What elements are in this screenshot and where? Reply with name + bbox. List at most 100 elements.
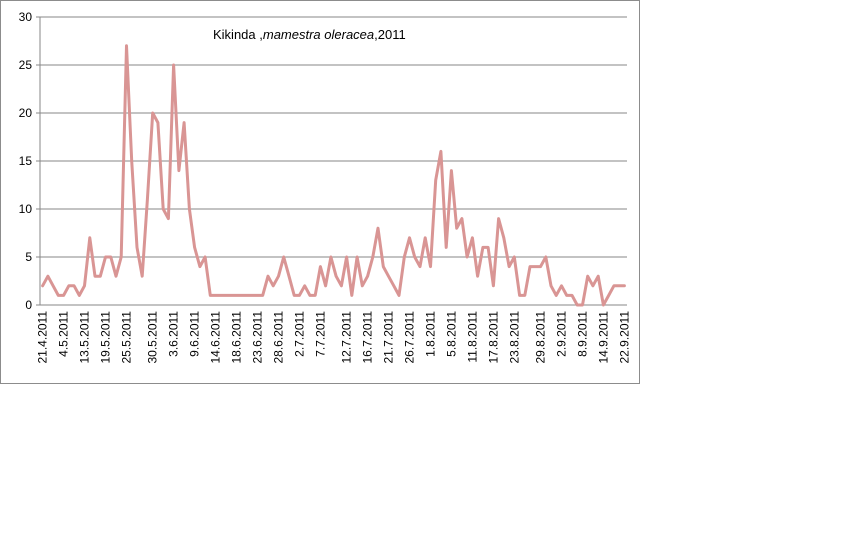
data-point: [366, 275, 369, 278]
data-point: [429, 265, 432, 268]
x-tick-label: 14.9.2011: [596, 311, 610, 364]
data-point: [172, 64, 175, 67]
y-tick-label: 20: [19, 106, 33, 120]
series-line: [41, 44, 626, 307]
x-tick-label: 8.9.2011: [575, 311, 589, 357]
data-point: [560, 284, 563, 287]
axes: [36, 16, 627, 306]
x-tick-label: 2.9.2011: [554, 311, 568, 357]
data-point: [581, 304, 584, 307]
data-point: [225, 294, 228, 297]
x-tick-label: 14.6.2011: [209, 311, 223, 364]
x-tick-label: 25.5.2011: [119, 311, 133, 364]
data-point: [403, 256, 406, 259]
data-point: [62, 294, 65, 297]
data-point: [177, 169, 180, 172]
chart-title-part: Kikinda ,: [213, 27, 263, 42]
data-point: [371, 256, 374, 259]
data-point: [235, 294, 238, 297]
data-point: [555, 294, 558, 297]
data-point: [162, 208, 165, 211]
data-point: [188, 208, 191, 211]
data-point: [408, 236, 411, 239]
data-point: [445, 246, 448, 249]
data-point: [104, 256, 107, 259]
chart-title-part: ,2011: [374, 27, 406, 42]
data-point: [439, 150, 442, 153]
data-point: [209, 294, 212, 297]
chart-frame: 0 5 10 15 20 25 30 21.4.2011 4.5.2011 13.5.2011 1…: [0, 0, 640, 384]
data-point: [335, 275, 338, 278]
data-point: [83, 284, 86, 287]
x-tick-label: 17.8.2011: [486, 311, 500, 364]
data-point: [46, 275, 49, 278]
data-point: [612, 284, 615, 287]
data-point: [219, 294, 222, 297]
line-chart: 0 5 10 15 20 25 30 21.4.2011 4.5.2011 13.5.2011 1…: [19, 10, 632, 364]
data-point: [52, 284, 55, 287]
y-tick-label: 15: [19, 154, 33, 168]
x-tick-label: 9.6.2011: [188, 311, 202, 357]
data-point: [146, 198, 149, 201]
data-point: [497, 217, 500, 220]
data-point: [141, 275, 144, 278]
x-tick-label: 18.6.2011: [230, 311, 244, 364]
data-point: [198, 265, 201, 268]
data-point: [392, 284, 395, 287]
data-point: [256, 294, 259, 297]
x-tick-label: 23.6.2011: [251, 311, 265, 364]
data-point: [135, 246, 138, 249]
x-tick-label: 3.6.2011: [167, 311, 181, 357]
data-point: [460, 217, 463, 220]
series: [41, 44, 626, 307]
x-tick-label: 12.7.2011: [340, 311, 354, 364]
data-point: [597, 275, 600, 278]
data-point: [246, 294, 249, 297]
data-point: [345, 256, 348, 259]
data-point: [266, 275, 269, 278]
data-point: [282, 256, 285, 259]
data-point: [356, 256, 359, 259]
data-point: [534, 265, 537, 268]
data-point: [314, 294, 317, 297]
data-point: [434, 179, 437, 182]
data-point: [240, 294, 243, 297]
data-point: [544, 256, 547, 259]
data-point: [109, 256, 112, 259]
data-point: [481, 246, 484, 249]
data-point: [565, 294, 568, 297]
data-point: [303, 284, 306, 287]
data-point: [230, 294, 233, 297]
data-point: [57, 294, 60, 297]
data-point: [523, 294, 526, 297]
chart-title-part: mamestra oleracea: [263, 27, 374, 42]
data-point: [508, 265, 511, 268]
data-point: [293, 294, 296, 297]
data-point: [261, 294, 264, 297]
data-point: [539, 265, 542, 268]
data-point: [272, 284, 275, 287]
data-point: [114, 275, 117, 278]
data-point: [41, 284, 44, 287]
data-point: [183, 121, 186, 124]
data-point: [287, 275, 290, 278]
data-point: [340, 284, 343, 287]
x-tick-label: 29.8.2011: [534, 311, 548, 364]
data-point: [466, 256, 469, 259]
data-point: [193, 246, 196, 249]
data-point: [623, 284, 626, 287]
x-tick-label: 26.7.2011: [402, 311, 416, 364]
x-tick-label: 21.4.2011: [36, 311, 50, 364]
x-tick-label: 11.8.2011: [465, 311, 479, 363]
x-tick-label: 1.8.2011: [423, 311, 437, 357]
x-tick-label: 21.7.2011: [382, 311, 396, 364]
data-point: [492, 284, 495, 287]
data-point: [398, 294, 401, 297]
data-point: [167, 217, 170, 220]
data-point: [382, 265, 385, 268]
data-point: [502, 236, 505, 239]
x-tick-label: 7.7.2011: [313, 311, 327, 357]
x-tick-label: 22.9.2011: [617, 311, 631, 364]
data-point: [424, 236, 427, 239]
x-tick-label: 16.7.2011: [361, 311, 375, 364]
